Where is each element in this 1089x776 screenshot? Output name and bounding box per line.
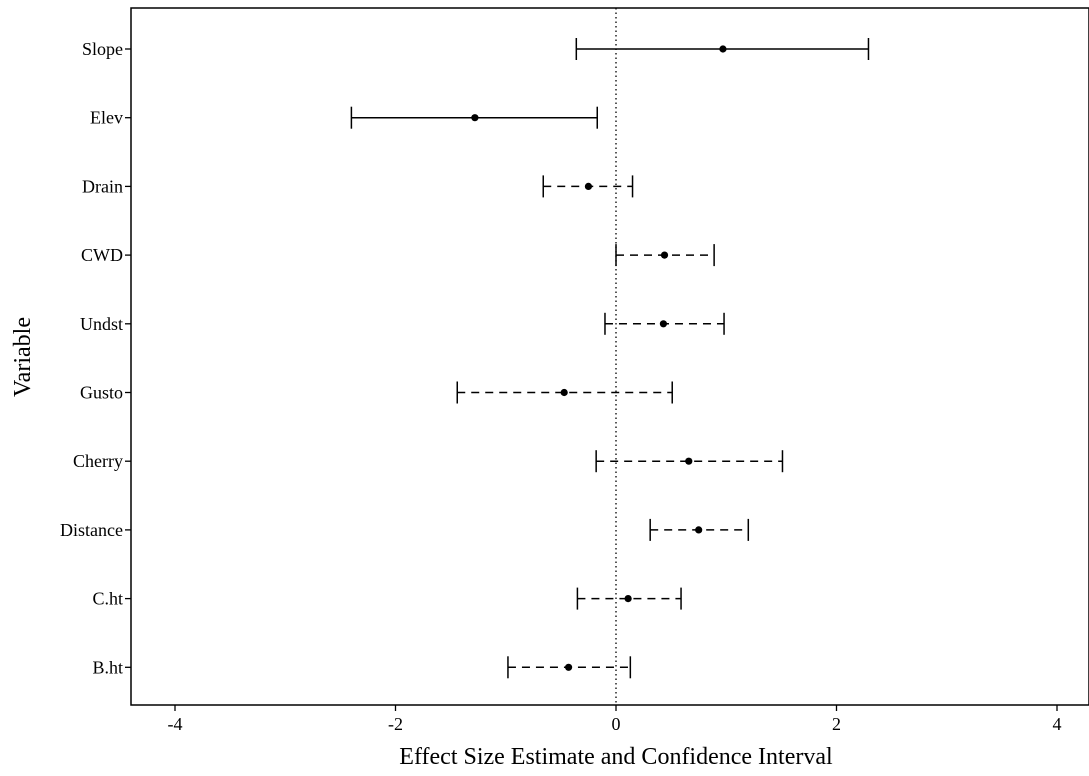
estimate-point-C.ht: [624, 595, 632, 603]
y-axis: Slope Elev Drain CWD Undst Gusto Cherry Distanc…: [60, 39, 131, 677]
estimate-point-Elev: [471, 114, 479, 122]
x-tick-label--2: -2: [388, 714, 403, 734]
y-tick-label-Slope: Slope: [82, 39, 123, 59]
estimate-point-Gusto: [560, 388, 568, 397]
y-tick-label-B.ht: B.ht: [92, 657, 123, 677]
estimate-point-Distance: [695, 526, 703, 534]
y-tick-label-Cherry: Cherry: [73, 451, 123, 471]
y-tick-label-CWD: CWD: [81, 245, 123, 265]
plot-panel: [130, 7, 1089, 706]
x-tick-label--4: -4: [168, 714, 183, 734]
y-tick-label-Drain: Drain: [82, 176, 123, 196]
y-tick-label-Distance: Distance: [60, 520, 123, 540]
y-tick-label-C.ht: C.ht: [92, 589, 123, 609]
rows-group: [350, 38, 870, 679]
estimate-point-Cherry: [685, 457, 693, 465]
estimate-point-Drain: [584, 182, 593, 190]
estimate-point-Undst: [659, 320, 668, 328]
y-tick-label-Undst: Undst: [80, 314, 123, 334]
estimate-point-B.ht: [564, 663, 573, 671]
x-axis: -4 -2 0 2 4: [168, 705, 1062, 734]
x-tick-label-4: 4: [1053, 714, 1062, 734]
estimate-point-Slope: [719, 45, 727, 53]
x-axis-title: Effect Size Estimate and Confidence Inte…: [399, 744, 833, 770]
y-tick-label-Gusto: Gusto: [80, 383, 123, 403]
estimate-point-CWD: [660, 251, 669, 259]
y-tick-label-Elev: Elev: [90, 108, 123, 128]
x-tick-label-0: 0: [612, 714, 621, 734]
x-tick-label-2: 2: [832, 714, 841, 734]
y-axis-title: Variable: [10, 317, 36, 397]
